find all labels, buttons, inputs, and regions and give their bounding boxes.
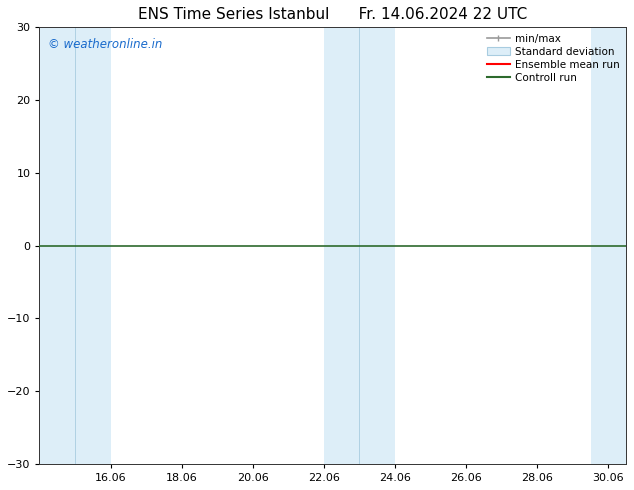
Legend: min/max, Standard deviation, Ensemble mean run, Controll run: min/max, Standard deviation, Ensemble me… [483, 29, 624, 87]
Title: ENS Time Series Istanbul      Fr. 14.06.2024 22 UTC: ENS Time Series Istanbul Fr. 14.06.2024 … [138, 7, 527, 22]
Bar [75, 27, 110, 464]
Bar [359, 27, 395, 464]
Bar [324, 27, 359, 464]
Text: © weatheronline.in: © weatheronline.in [48, 38, 163, 51]
Bar [591, 27, 626, 464]
Bar [39, 27, 75, 464]
